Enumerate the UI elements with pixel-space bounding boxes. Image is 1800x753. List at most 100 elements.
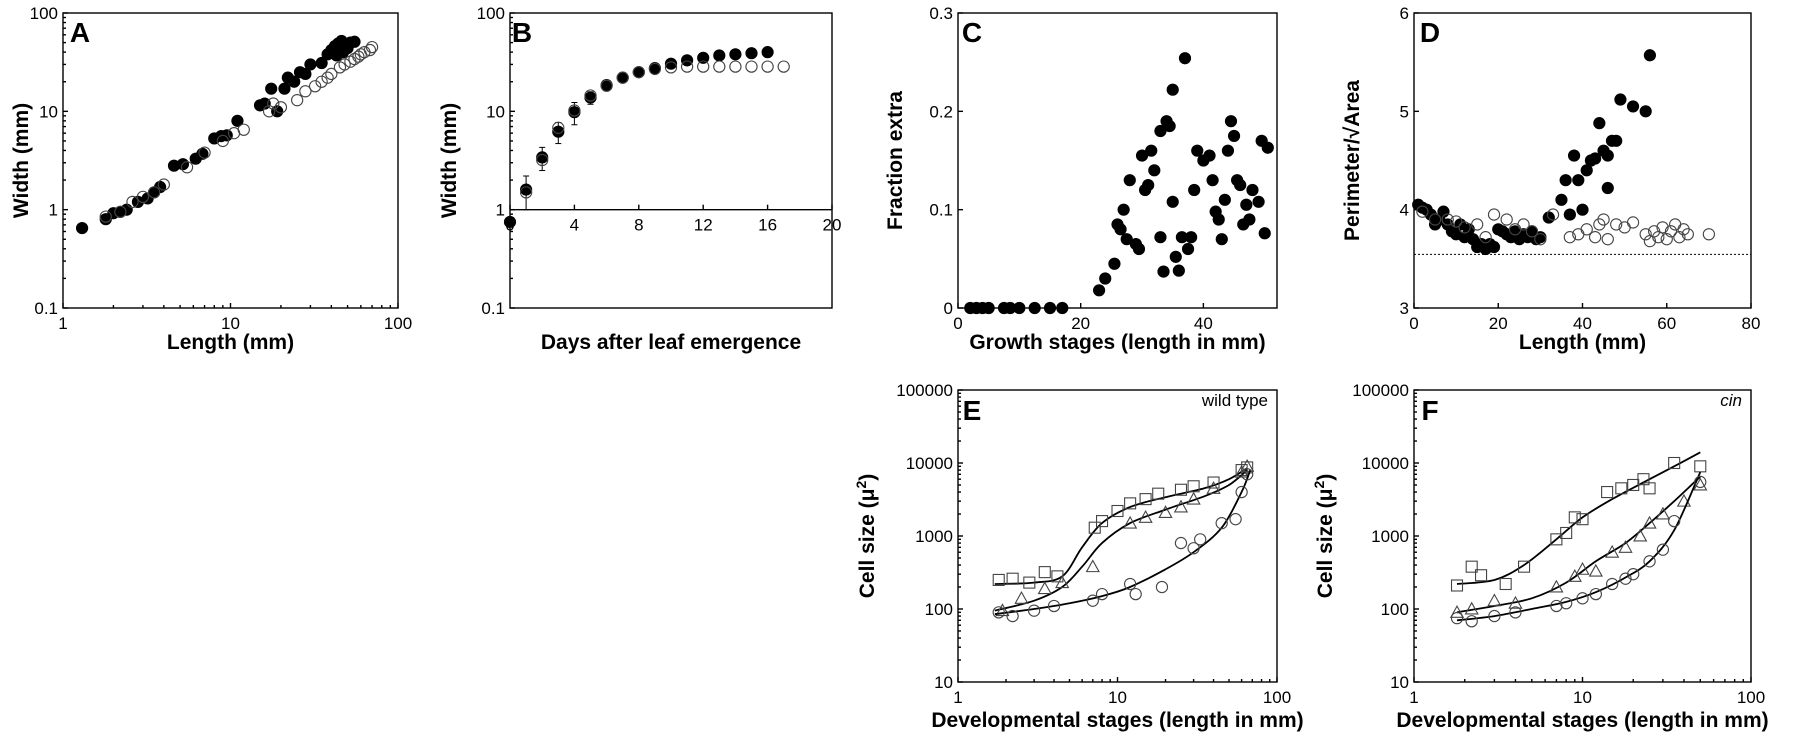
panel-a-point — [336, 46, 350, 59]
panel-f-point — [1615, 482, 1628, 495]
panel-b-point — [761, 46, 774, 59]
panel-f-ytick-label: 1000 — [1371, 527, 1409, 546]
panel-a-point — [267, 97, 280, 110]
panel-f-point — [1550, 533, 1563, 546]
panel-c-point — [1221, 144, 1235, 157]
panel-a-point — [274, 101, 288, 114]
panel-a-letter: A — [70, 17, 90, 48]
panel-a-series-open — [99, 40, 379, 223]
panel-f-xtick-label: 1 — [1409, 688, 1418, 707]
panel-f-point — [1668, 514, 1681, 528]
panel-c-point — [1099, 272, 1112, 285]
panel-e-point — [995, 603, 1010, 617]
panel-a-point — [136, 190, 150, 204]
panel-d-point — [1487, 208, 1501, 221]
panel-f-point — [1605, 544, 1620, 558]
panel-a-ytick-label: 10 — [39, 102, 58, 121]
panel-a-point — [157, 178, 170, 191]
panel-c-point — [1117, 203, 1130, 216]
panel-e-point — [1240, 459, 1255, 472]
panel-d-point — [1673, 231, 1686, 244]
panel-e-point — [1095, 587, 1109, 601]
panel-c-point — [1215, 233, 1228, 246]
panel-c-point — [1240, 198, 1253, 211]
panel-e-point — [1006, 572, 1019, 585]
panel-f-point — [1601, 485, 1614, 499]
panel-d-point — [1479, 231, 1492, 244]
panel-e-series-square — [992, 461, 1254, 589]
panel-d-point — [1546, 208, 1560, 221]
panel-f-point — [1567, 569, 1582, 582]
panel-c-point — [1243, 213, 1256, 226]
panel-d-ytick-label: 6 — [1400, 4, 1409, 23]
panel-e-point — [1086, 594, 1099, 607]
panel-c-point — [1185, 231, 1198, 244]
panel-d-series-open — [1416, 205, 1716, 248]
panel-f-fit-curve-circle — [1456, 471, 1702, 622]
panel-d-xtick-label: 0 — [1409, 314, 1418, 333]
panel-e-point — [1111, 504, 1124, 518]
panel-d-point — [1471, 218, 1484, 231]
panel-f-point — [1450, 611, 1464, 625]
panel-d-point — [1601, 181, 1614, 195]
panel-f-point — [1475, 569, 1488, 582]
panel-c-point — [1013, 301, 1026, 315]
panel-f-point — [1518, 560, 1531, 573]
panel-b-frame — [509, 12, 833, 309]
panel-f-point — [1643, 482, 1656, 495]
panel-f-series-circle — [1450, 471, 1707, 628]
panel-a-ytick-label: 100 — [30, 4, 58, 23]
panel-f-point — [1637, 473, 1650, 486]
panel-d-point — [1639, 105, 1652, 118]
panel-c-point — [1258, 227, 1271, 240]
panel-d-xtick-label: 60 — [1657, 314, 1676, 333]
panel-d-point — [1567, 149, 1581, 162]
panel-e-point — [1187, 480, 1200, 493]
panel-f-point — [1568, 511, 1581, 524]
panel-d-ylabel: Perimeter/√Area — [1341, 80, 1364, 241]
panel-c-xtick-label: 0 — [953, 314, 962, 333]
panel-f-series-triangle — [1449, 476, 1708, 618]
panel-a-point — [304, 58, 317, 71]
panel-c-point — [1188, 183, 1201, 197]
panel-c-point — [1191, 144, 1204, 157]
panel-a-ylabel: Width (mm) — [10, 103, 33, 218]
panel-b-point — [681, 54, 694, 67]
panel-c-point — [1145, 144, 1158, 157]
panel-e-point — [1037, 581, 1052, 595]
panel-c-point — [1212, 213, 1225, 226]
panel-e-point — [1158, 505, 1173, 518]
panel-b-point — [729, 48, 742, 61]
panel-b-point — [729, 60, 742, 73]
panel-c-point — [1234, 178, 1247, 192]
panel-a-point — [126, 195, 139, 209]
panel-e-point — [1129, 587, 1142, 601]
panel-b-point — [761, 60, 774, 73]
panel-c: 0 0.1 0.2 0.3 0 20 40 C Growth stages (length in… — [884, 4, 1278, 354]
panel-d-point — [1572, 174, 1585, 187]
panel-e-xtick-label: 1 — [953, 688, 962, 707]
panel-d-ytick-label: 5 — [1400, 102, 1409, 121]
panel-a-point — [180, 161, 194, 174]
panel-b-xtick-label: 12 — [694, 216, 713, 235]
panel-f-point — [1693, 477, 1708, 491]
panel-b-point — [664, 57, 678, 70]
panel-f-point — [1575, 561, 1590, 575]
panel-a-point — [325, 67, 338, 81]
panel-d-ytick-label: 3 — [1400, 299, 1409, 318]
panel-e-point — [1047, 599, 1061, 613]
panel-e-ytick-label: 100000 — [896, 381, 953, 400]
panel-a-xtick-label: 1 — [58, 314, 67, 333]
panel-f-point — [1509, 606, 1522, 619]
panel-b-ytick-label: 100 — [477, 4, 505, 23]
panel-b-point — [600, 79, 613, 92]
panel-f-point — [1588, 563, 1603, 577]
panel-d-point — [1588, 231, 1602, 244]
panel-e-point — [1215, 516, 1228, 530]
panel-a-point — [99, 210, 112, 223]
panel-c-point — [1224, 115, 1238, 128]
panel-d-point — [1517, 218, 1530, 231]
panel-e-point — [1173, 499, 1189, 513]
